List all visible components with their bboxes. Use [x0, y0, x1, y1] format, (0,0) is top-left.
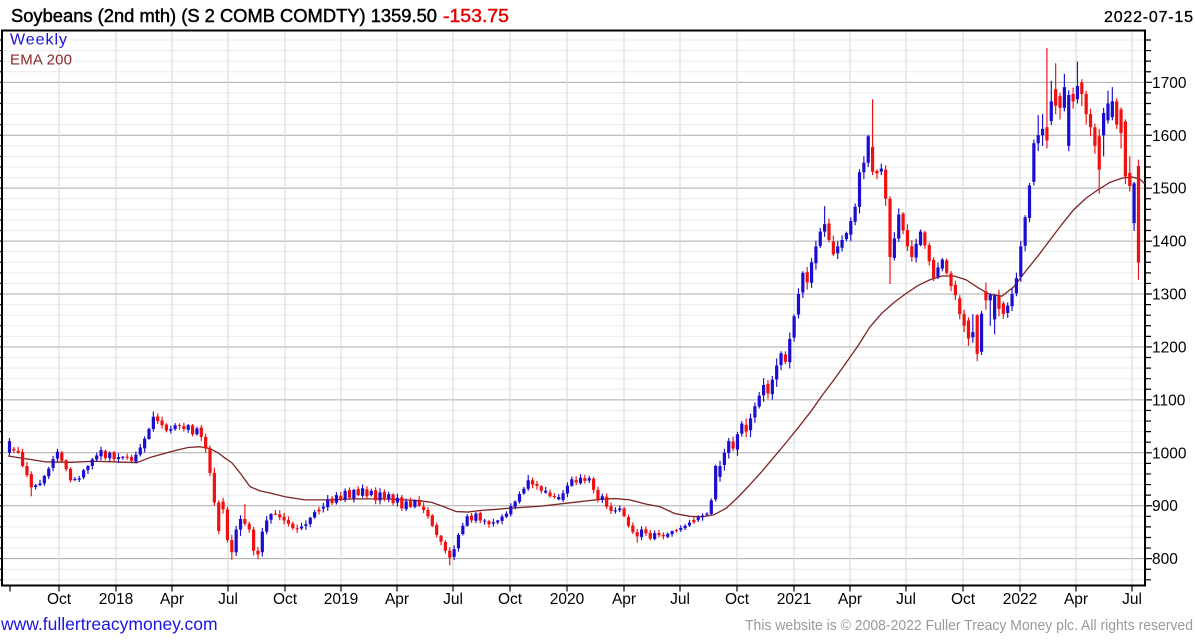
svg-text:1100: 1100: [1152, 392, 1186, 409]
svg-text:Oct: Oct: [498, 591, 523, 608]
svg-text:Oct: Oct: [273, 591, 298, 608]
svg-text:www.fullertreacymoney.com: www.fullertreacymoney.com: [0, 614, 218, 634]
svg-text:Weekly: Weekly: [10, 32, 67, 49]
svg-text:Jul: Jul: [1122, 591, 1142, 608]
svg-text:2022-07-15: 2022-07-15: [1104, 9, 1193, 26]
svg-text:Apr: Apr: [1064, 591, 1088, 608]
svg-text:Oct: Oct: [725, 591, 750, 608]
svg-text:1000: 1000: [1152, 445, 1187, 462]
svg-text:Apr: Apr: [160, 591, 184, 608]
svg-text:2020: 2020: [550, 591, 585, 608]
svg-text:2022: 2022: [1003, 591, 1037, 608]
svg-text:1600: 1600: [1152, 128, 1187, 145]
svg-text:-153.75: -153.75: [443, 6, 509, 26]
svg-text:Oct: Oct: [47, 591, 72, 608]
svg-text:1300: 1300: [1152, 287, 1187, 304]
svg-text:Soybeans (2nd mth) (S 2 COMB C: Soybeans (2nd mth) (S 2 COMB COMDTY) 135…: [11, 6, 437, 26]
svg-text:900: 900: [1152, 498, 1178, 515]
svg-text:Apr: Apr: [838, 591, 862, 608]
svg-text:Apr: Apr: [385, 591, 409, 608]
svg-text:2019: 2019: [324, 591, 358, 608]
svg-text:2021: 2021: [777, 591, 811, 608]
svg-text:Jul: Jul: [896, 591, 916, 608]
svg-text:1200: 1200: [1152, 339, 1187, 356]
svg-text:2018: 2018: [99, 591, 133, 608]
svg-text:1500: 1500: [1152, 181, 1187, 198]
svg-text:Apr: Apr: [612, 591, 636, 608]
svg-text:EMA 200: EMA 200: [10, 52, 72, 69]
svg-text:Jul: Jul: [670, 591, 690, 608]
svg-text:Jul: Jul: [443, 591, 463, 608]
svg-text:800: 800: [1152, 551, 1178, 568]
svg-text:Oct: Oct: [951, 591, 976, 608]
svg-text:This website is © 2008-2022 Fu: This website is © 2008-2022 Fuller Treac…: [745, 617, 1193, 634]
svg-text:1700: 1700: [1152, 75, 1187, 92]
svg-text:Jul: Jul: [218, 591, 238, 608]
svg-text:1400: 1400: [1152, 234, 1187, 251]
